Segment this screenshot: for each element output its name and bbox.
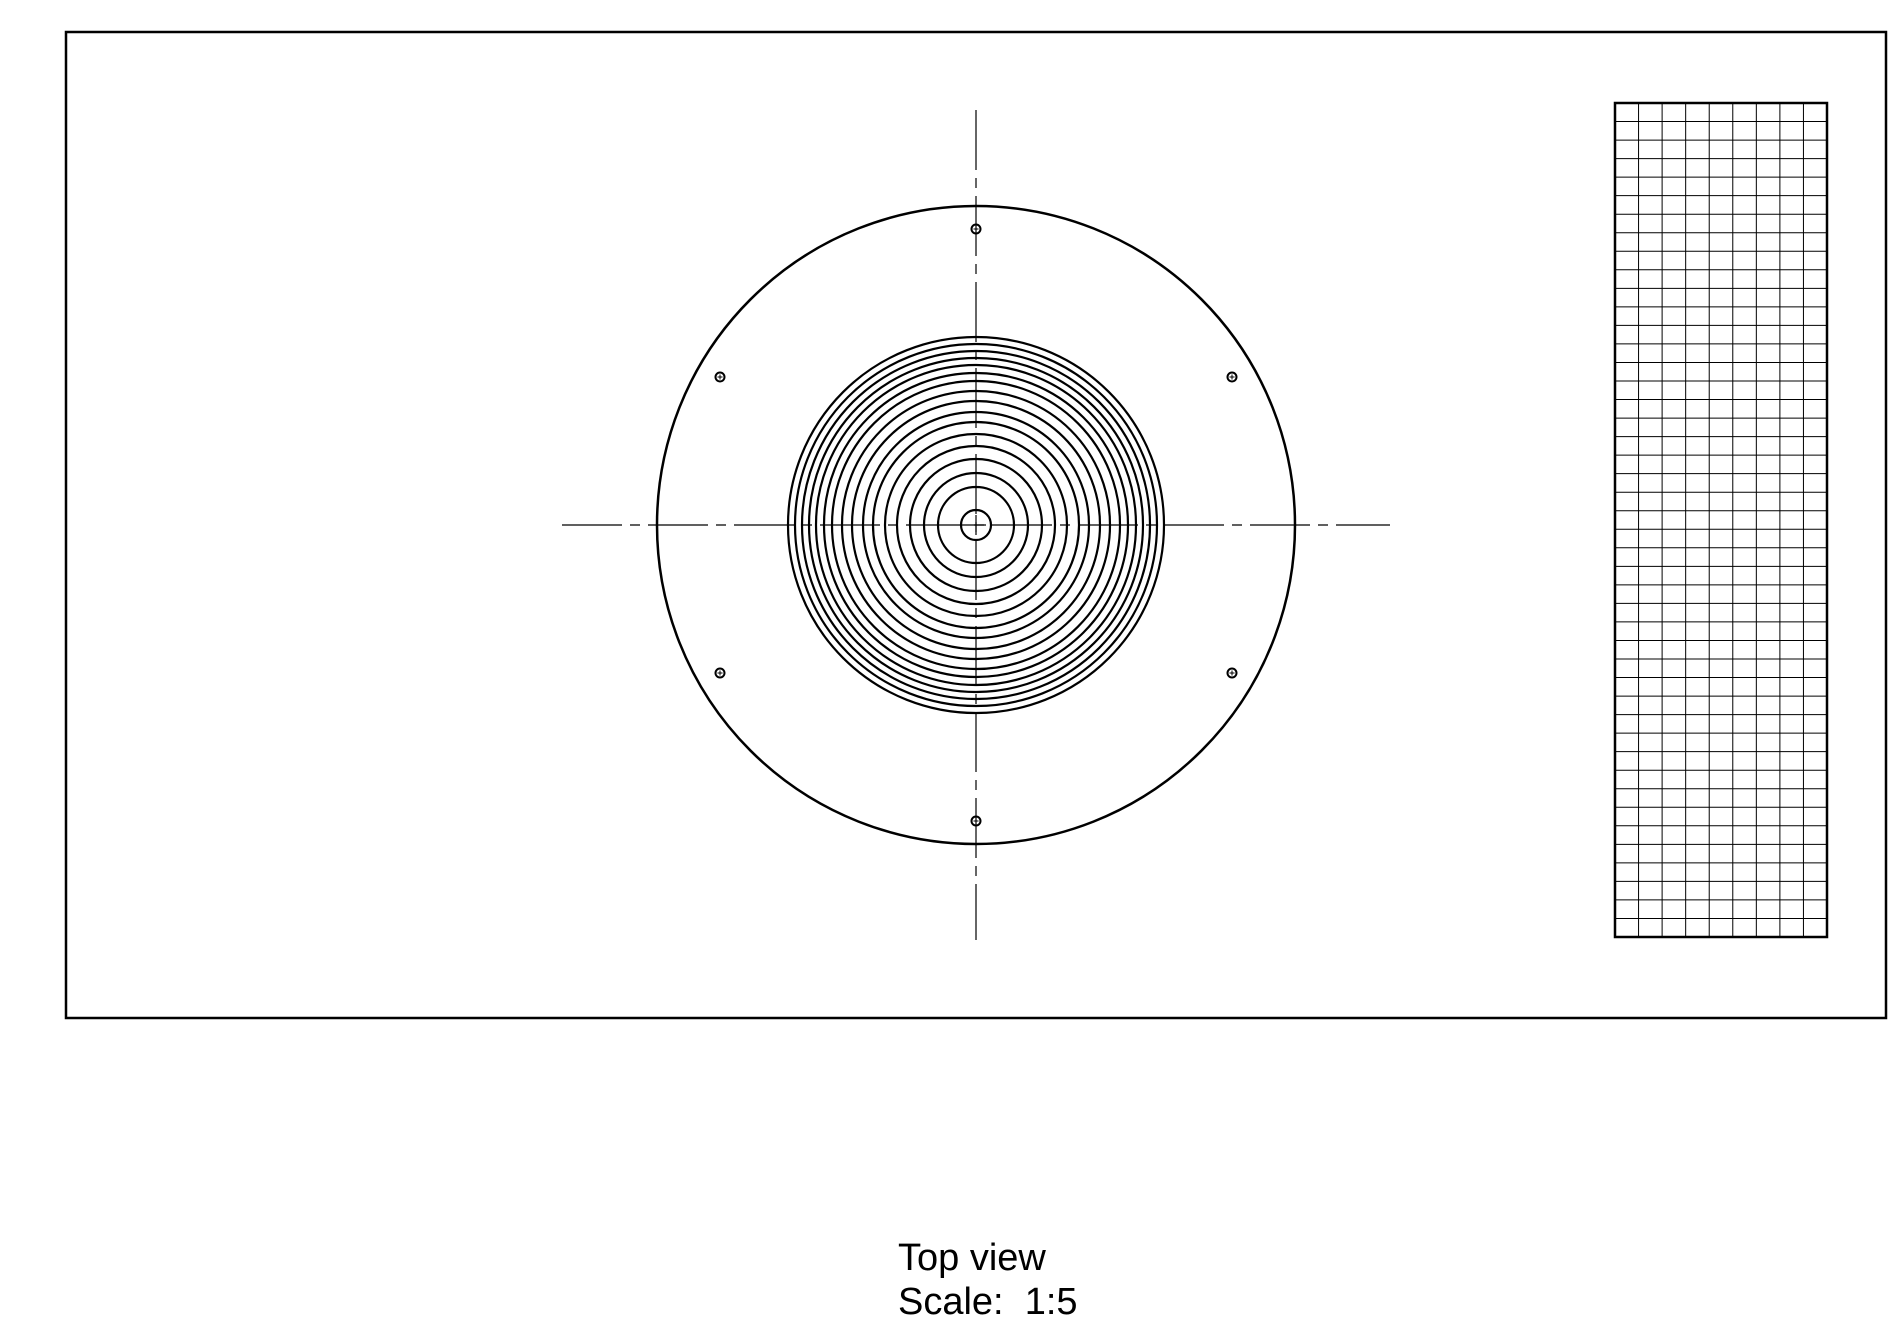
ring-4 <box>807 356 1145 694</box>
mounting-hole-6 <box>714 371 726 383</box>
grid-panel-lines <box>1615 103 1827 937</box>
ring-8 <box>840 389 1112 661</box>
ring-1 <box>786 335 1166 715</box>
ring-5 <box>814 363 1138 687</box>
concentric-rings <box>786 335 1166 715</box>
view-name: Top view <box>898 1237 1046 1279</box>
mounting-hole-2 <box>1226 371 1238 383</box>
outer-frame <box>64 30 1888 1020</box>
drawing-caption: Top view Scale: 1:5 <box>898 1236 1078 1324</box>
mounting-hole-5 <box>714 667 726 679</box>
ring-2 <box>793 342 1159 708</box>
scale-label: Scale: 1:5 <box>898 1281 1078 1323</box>
mounting-hole-1 <box>970 223 982 235</box>
ring-15 <box>922 471 1030 579</box>
ring-9 <box>850 399 1102 651</box>
ring-10 <box>861 410 1091 640</box>
base-plate-outline <box>655 204 1297 846</box>
ring-12 <box>883 432 1069 618</box>
mounting-hole-4 <box>970 815 982 827</box>
center-cross <box>966 515 986 535</box>
ring-17 <box>959 508 993 542</box>
mounting-holes <box>714 223 1238 827</box>
ring-16 <box>936 485 1016 565</box>
ring-14 <box>908 457 1044 593</box>
ring-7 <box>830 379 1122 671</box>
grid-panel-frame <box>1613 101 1829 939</box>
ring-6 <box>822 371 1130 679</box>
ring-13 <box>895 444 1057 606</box>
mounting-hole-3 <box>1226 667 1238 679</box>
ring-11 <box>871 420 1081 630</box>
ring-3 <box>800 349 1152 701</box>
